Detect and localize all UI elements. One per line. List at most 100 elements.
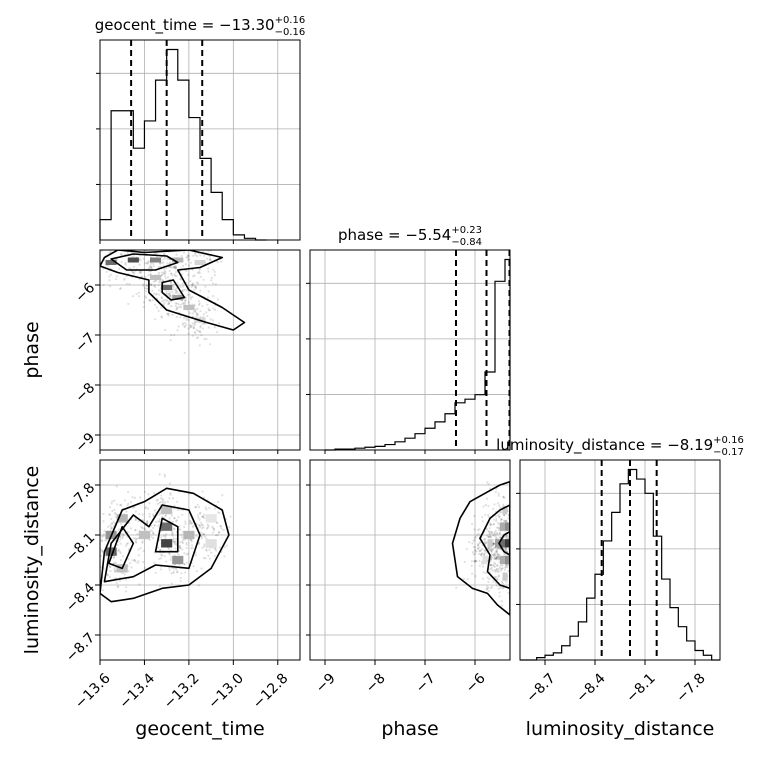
sample-point (188, 311, 191, 314)
y-tick-label: −6 (72, 280, 98, 306)
sample-point (487, 548, 490, 551)
sample-point (171, 228, 173, 230)
sample-point (192, 282, 195, 285)
sample-point (192, 310, 195, 313)
sample-point (512, 519, 514, 521)
sample-point (187, 254, 191, 257)
sample-point (126, 222, 128, 224)
sample-point (145, 284, 148, 287)
sample-point (177, 553, 180, 556)
sample-point (490, 556, 493, 559)
sample-point (172, 265, 176, 269)
sample-point (486, 576, 489, 579)
sample-point (174, 267, 177, 270)
sample-point (153, 292, 156, 295)
sample-point (122, 243, 124, 245)
sample-point (138, 496, 142, 499)
sample-point (152, 264, 155, 268)
sample-point (220, 260, 223, 263)
sample-point (495, 567, 498, 571)
sample-point (463, 560, 466, 563)
sample-point (150, 535, 153, 538)
sample-point (144, 262, 147, 265)
sample-point (151, 513, 155, 516)
sample-point (473, 560, 477, 563)
sample-point (492, 564, 495, 568)
sample-point (194, 554, 197, 557)
sample-point (149, 265, 152, 269)
sample-point (189, 538, 193, 541)
sample-point (144, 295, 147, 298)
sample-point (140, 246, 142, 248)
sample-point (195, 312, 199, 315)
sample-point (141, 541, 144, 544)
sample-point (164, 535, 167, 538)
sample-point (174, 266, 177, 269)
sample-point (201, 327, 204, 330)
sample-point (202, 313, 205, 316)
sample-point (500, 604, 504, 607)
sample-point (488, 533, 491, 536)
sample-point (497, 547, 500, 550)
sample-point (498, 504, 501, 507)
sample-point (516, 505, 518, 507)
sample-point (491, 563, 494, 567)
sample-point (199, 326, 202, 329)
sample-point (497, 567, 501, 570)
sample-point (116, 585, 119, 588)
sample-point (522, 583, 524, 585)
sample-point (486, 585, 489, 588)
sample-point (495, 556, 499, 559)
density-cell (150, 257, 162, 263)
sample-point (196, 271, 200, 275)
sample-point (214, 547, 217, 550)
sample-point (159, 500, 162, 504)
sample-point (102, 284, 105, 287)
y-tick-label: −7.8 (63, 480, 98, 515)
sample-point (490, 549, 493, 552)
sample-point (187, 327, 190, 330)
sample-point (154, 285, 157, 289)
sample-point (511, 556, 513, 558)
sample-point (488, 530, 491, 533)
sample-point (146, 522, 149, 525)
sample-point (524, 541, 526, 543)
sample-point (134, 510, 137, 513)
sample-point (82, 519, 84, 521)
sample-point (170, 300, 173, 303)
sample-point (194, 253, 197, 256)
sample-point (188, 293, 191, 296)
sample-point (163, 253, 166, 256)
sample-point (213, 325, 216, 329)
sample-point (112, 230, 114, 232)
sample-point (198, 268, 202, 271)
sample-point (185, 323, 188, 327)
sample-point (167, 243, 169, 245)
sample-point (176, 281, 179, 284)
sample-point (114, 562, 117, 566)
sample-point (179, 546, 182, 549)
sample-point (507, 563, 510, 567)
panel-title: geocent_time = −13.30+0.16 −0.16 (95, 15, 305, 38)
sample-point (473, 559, 477, 562)
sample-point (164, 533, 168, 536)
sample-point (161, 515, 164, 518)
sample-point (139, 271, 142, 274)
sample-point (172, 570, 175, 573)
sample-point (181, 289, 184, 292)
sample-point (199, 309, 202, 313)
sample-point (183, 325, 186, 329)
sample-point (169, 492, 172, 495)
sample-point (123, 278, 126, 281)
sample-point (511, 506, 513, 508)
sample-point (498, 531, 501, 535)
sample-point (176, 570, 179, 573)
sample-point (492, 507, 495, 511)
sample-point (511, 535, 513, 537)
sample-point (181, 513, 184, 517)
sample-point (97, 557, 99, 559)
sample-point (214, 549, 218, 552)
sample-point (497, 587, 501, 590)
sample-point (149, 264, 152, 267)
sample-point (178, 544, 181, 547)
